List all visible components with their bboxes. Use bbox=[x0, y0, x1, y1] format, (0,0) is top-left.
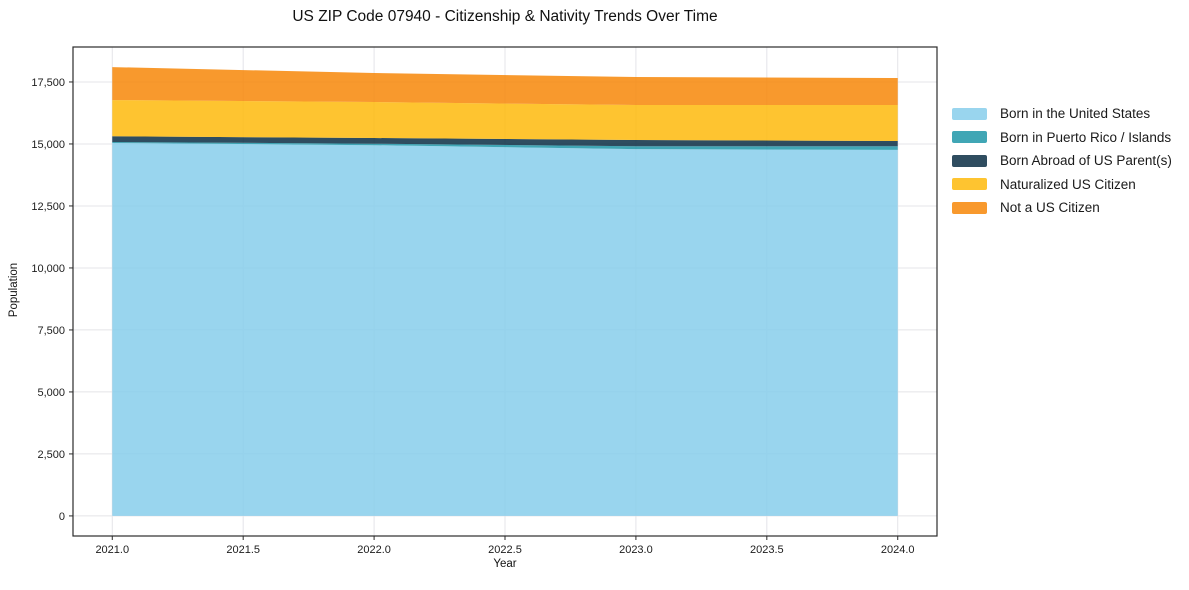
legend-swatch bbox=[952, 201, 987, 214]
legend-item: Born Abroad of US Parent(s) bbox=[952, 149, 1172, 173]
legend-item: Not a US Citizen bbox=[952, 196, 1172, 220]
area-series-3 bbox=[112, 100, 898, 141]
x-tick-label: 2022.0 bbox=[357, 544, 391, 556]
area-series-0 bbox=[112, 142, 898, 516]
y-axis-label: Population bbox=[8, 262, 20, 318]
legend-swatch bbox=[952, 107, 987, 120]
y-tick-label: 5,000 bbox=[37, 387, 65, 399]
y-tick-label: 0 bbox=[59, 511, 65, 523]
x-tick-label: 2023.5 bbox=[750, 544, 784, 556]
y-tick-label: 7,500 bbox=[37, 325, 65, 337]
y-tick-label: 17,500 bbox=[31, 77, 65, 89]
legend-label: Not a US Citizen bbox=[1000, 200, 1100, 216]
area-series-1 bbox=[112, 141, 898, 150]
x-tick-label: 2023.0 bbox=[619, 544, 653, 556]
y-tick-label: 2,500 bbox=[37, 449, 65, 461]
legend-swatch bbox=[952, 154, 987, 167]
x-tick-label: 2022.5 bbox=[488, 544, 522, 556]
x-tick-label: 2021.0 bbox=[95, 544, 129, 556]
legend-item: Born in Puerto Rico / Islands bbox=[952, 126, 1172, 150]
y-tick-label: 10,000 bbox=[31, 263, 65, 275]
legend-label: Born Abroad of US Parent(s) bbox=[1000, 153, 1172, 169]
legend-label: Born in the United States bbox=[1000, 106, 1151, 122]
legend-item: Born in the United States bbox=[952, 102, 1172, 126]
y-tick-label: 12,500 bbox=[31, 201, 65, 213]
x-axis-label: Year bbox=[493, 558, 517, 570]
legend-swatch bbox=[952, 131, 987, 144]
legend-swatch bbox=[952, 178, 987, 191]
chart-title: US ZIP Code 07940 - Citizenship & Nativi… bbox=[292, 8, 718, 25]
y-tick-label: 15,000 bbox=[31, 139, 65, 151]
legend-label: Naturalized US Citizen bbox=[1000, 176, 1136, 192]
legend: Born in the United States Born in Puerto… bbox=[952, 102, 1172, 220]
area-series-2 bbox=[112, 136, 898, 147]
legend-item: Naturalized US Citizen bbox=[952, 173, 1172, 197]
x-tick-label: 2021.5 bbox=[226, 544, 260, 556]
legend-label: Born in Puerto Rico / Islands bbox=[1000, 129, 1172, 145]
x-tick-label: 2024.0 bbox=[881, 544, 915, 556]
area-series-4 bbox=[112, 67, 898, 106]
